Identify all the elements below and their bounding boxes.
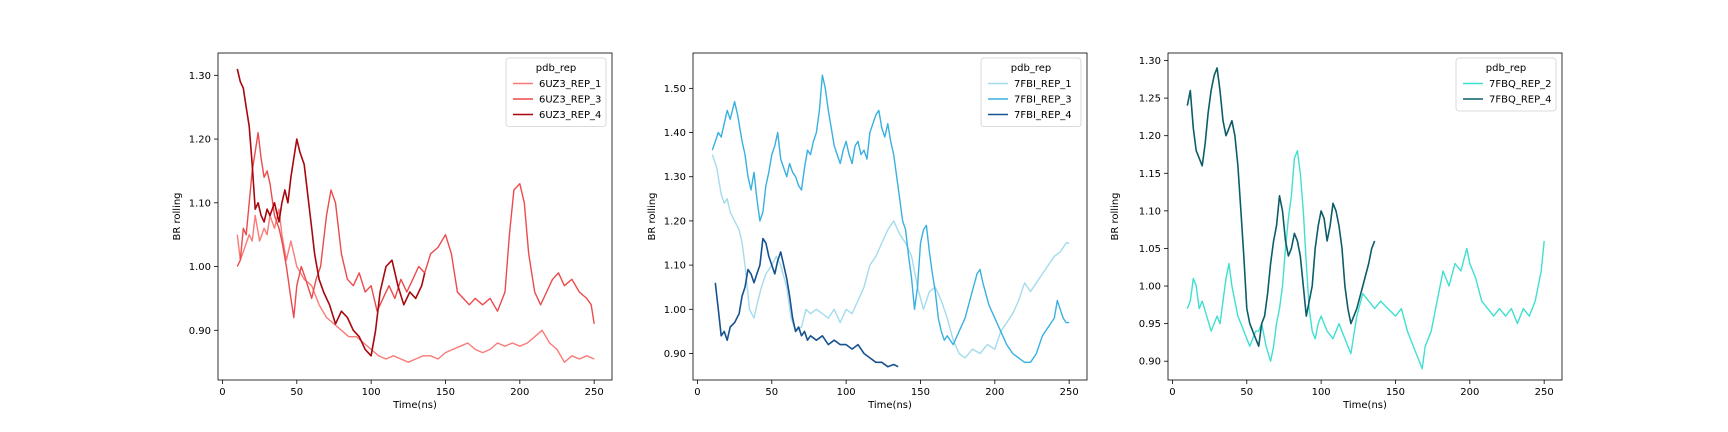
x-tick-label: 150 [436, 387, 455, 398]
legend-entry: 7FBI_REP_1 [1014, 79, 1072, 90]
y-axis-label: BR rolling [172, 192, 183, 240]
x-tick-label: 0 [1169, 387, 1175, 398]
y-tick-label: 1.30 [664, 172, 686, 183]
x-tick-label: 100 [362, 387, 381, 398]
y-tick-label: 1.30 [1139, 56, 1161, 67]
y-tick-label: 1.40 [664, 128, 686, 139]
y-tick-label: 1.10 [1139, 206, 1161, 217]
x-tick-label: 50 [765, 387, 778, 398]
y-axis-label: BR rolling [1110, 192, 1121, 240]
legend-box [980, 57, 1082, 127]
series-line-6uz3-rep-4 [236, 68, 426, 357]
chart-panel-2: 0 50 100 150 200 250 0.90 1.00 1.10 1.20 1.30 1.40 1… [647, 52, 1088, 411]
series-line-6uz3-rep-1 [236, 208, 595, 363]
series-line-7fbi-rep-3 [711, 74, 1070, 363]
legend-box [505, 57, 607, 127]
x-tick-label: 100 [1312, 387, 1331, 398]
legend-entry: 7FBI_REP_4 [1014, 110, 1072, 121]
legend-entry: 7FBI_REP_3 [1014, 95, 1072, 106]
legend-entry: 6UZ3_REP_3 [539, 95, 601, 106]
x-tick-label: 0 [219, 387, 225, 398]
y-tick-label: 1.20 [189, 135, 211, 146]
x-tick-label: 0 [694, 387, 700, 398]
y-tick-label: 1.25 [1139, 94, 1161, 105]
x-tick-label: 250 [1060, 387, 1079, 398]
series-line-7fbi-rep-4 [714, 237, 899, 368]
x-axis-label: Time(ns) [392, 400, 437, 411]
plot-frame [1167, 52, 1563, 381]
y-axis-label: BR rolling [647, 192, 658, 240]
y-tick-label: 1.20 [664, 216, 686, 227]
plot-frame [692, 52, 1088, 381]
y-tick-label: 1.00 [1139, 282, 1161, 293]
y-tick-label: 1.00 [664, 305, 686, 316]
x-tick-label: 200 [510, 387, 529, 398]
plot-frame [217, 52, 613, 381]
x-tick-label: 50 [290, 387, 303, 398]
x-axis-label: Time(ns) [1342, 400, 1387, 411]
x-tick-label: 100 [837, 387, 856, 398]
legend-entry: 7FBQ_REP_2 [1489, 79, 1552, 90]
series-line-7fbq-rep-4 [1186, 67, 1376, 347]
x-tick-label: 250 [585, 387, 604, 398]
y-tick-label: 0.90 [664, 349, 686, 360]
series-line-6uz3-rep-3 [236, 132, 595, 325]
series-line-7fbq-rep-2 [1186, 150, 1545, 370]
y-tick-label: 1.10 [189, 198, 211, 209]
y-tick-label: 1.15 [1139, 169, 1161, 180]
x-tick-label: 250 [1535, 387, 1554, 398]
legend-entry: 6UZ3_REP_1 [539, 79, 601, 90]
x-tick-label: 200 [985, 387, 1004, 398]
legend: pdb_rep 6UZ3_REP_1 6UZ3_REP_3 6UZ3_REP_4 [505, 57, 607, 127]
x-tick-label: 50 [1240, 387, 1253, 398]
y-tick-label: 1.10 [664, 261, 686, 272]
chart-panel-1: 0 50 100 150 200 250 0.90 1.00 1.10 1.20 1.30 Time(… [172, 52, 613, 411]
chart-panel-3: 0 50 100 150 200 250 0.90 0.95 1.00 1.05 1.10 1.15 1… [1110, 52, 1563, 411]
legend-title: pdb_rep [1486, 63, 1526, 74]
x-tick-label: 200 [1460, 387, 1479, 398]
legend-box [1455, 57, 1557, 112]
y-tick-label: 1.05 [1139, 244, 1161, 255]
x-tick-label: 150 [1386, 387, 1405, 398]
x-axis-label: Time(ns) [867, 400, 912, 411]
y-tick-label: 0.95 [1139, 319, 1161, 330]
x-tick-label: 150 [911, 387, 930, 398]
legend-entry: 7FBQ_REP_4 [1489, 95, 1552, 106]
legend: pdb_rep 7FBI_REP_1 7FBI_REP_3 7FBI_REP_4 [980, 57, 1082, 127]
legend-entry: 6UZ3_REP_4 [539, 110, 601, 121]
y-tick-label: 1.50 [664, 84, 686, 95]
y-tick-label: 0.90 [189, 326, 211, 337]
legend: pdb_rep 7FBQ_REP_2 7FBQ_REP_4 [1455, 57, 1557, 112]
y-tick-label: 1.00 [189, 262, 211, 273]
y-tick-label: 1.30 [189, 71, 211, 82]
legend-title: pdb_rep [536, 63, 576, 74]
series-line-7fbi-rep-1 [711, 154, 1070, 359]
y-tick-label: 0.90 [1139, 357, 1161, 368]
legend-title: pdb_rep [1011, 63, 1051, 74]
y-tick-label: 1.20 [1139, 131, 1161, 142]
